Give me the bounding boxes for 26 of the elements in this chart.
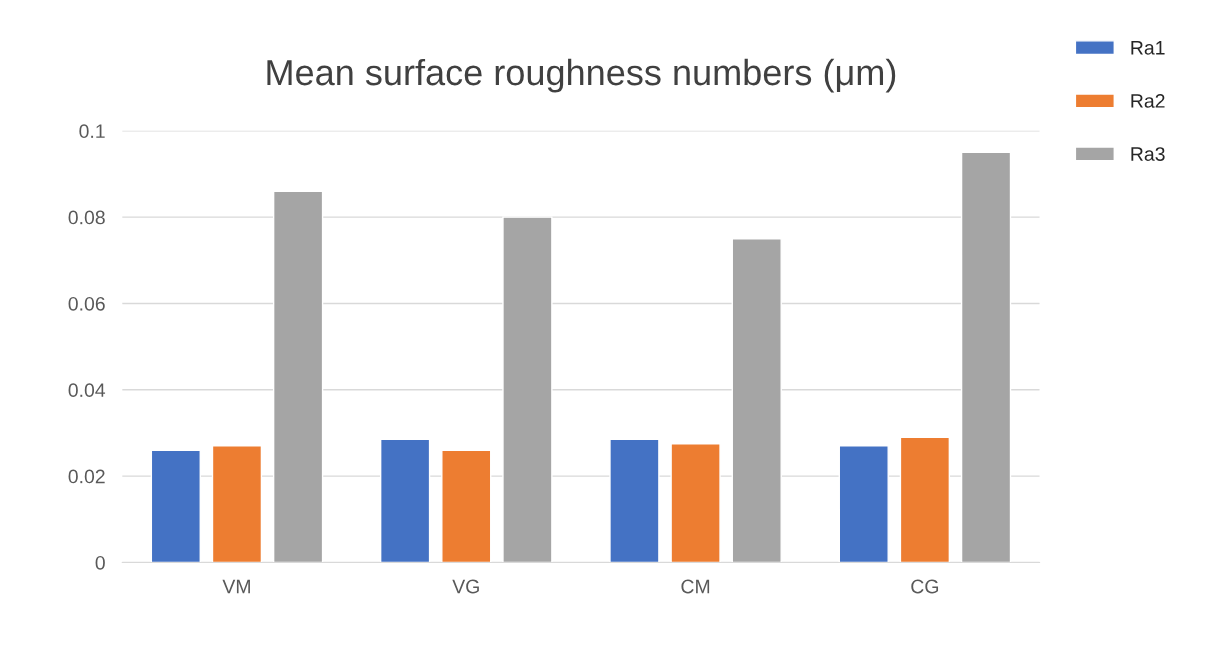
- bar: [960, 151, 1012, 563]
- x-tick-label: VG: [452, 579, 479, 594]
- bar: [899, 436, 951, 563]
- legend-label: Ra2: [1131, 94, 1165, 108]
- legend-label: Ra1: [1131, 41, 1165, 55]
- bar: [211, 445, 263, 563]
- x-tick-label: CG: [911, 579, 939, 594]
- bar: [609, 438, 660, 563]
- bar: [379, 438, 431, 563]
- x-tick-label: CM: [681, 579, 710, 594]
- chart-title: Mean surface roughness numbers (μm): [267, 58, 896, 93]
- y-tick-label: 0.08: [68, 210, 105, 225]
- y-tick-label: 0.06: [68, 296, 105, 311]
- bar: [441, 449, 492, 563]
- bar: [150, 449, 201, 563]
- bar: [502, 216, 553, 563]
- legend-label: Ra3: [1131, 147, 1165, 161]
- bar: [272, 190, 324, 563]
- y-tick-label: 0.02: [68, 469, 105, 484]
- bar: [838, 445, 889, 563]
- y-tick-label: 0: [95, 555, 105, 570]
- x-tick-label: VM: [222, 579, 250, 594]
- bar: [670, 443, 721, 563]
- y-tick-label: 0.1: [79, 124, 105, 139]
- y-tick-label: 0.04: [68, 383, 106, 398]
- bar: [731, 238, 782, 563]
